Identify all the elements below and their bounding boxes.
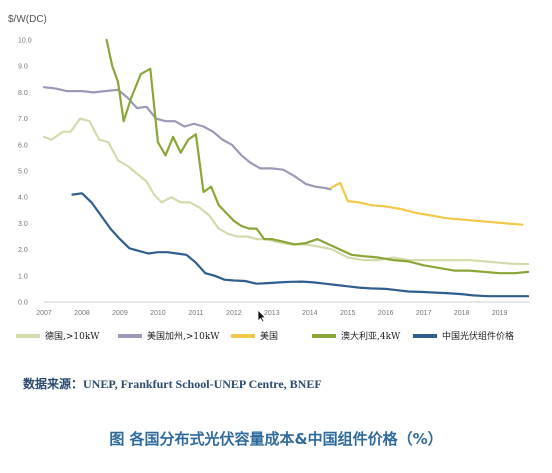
x-tick-label: 2012 — [226, 310, 242, 317]
legend-swatch — [413, 333, 437, 338]
series-line-0 — [42, 117, 530, 266]
y-tick-label: 6.0 — [18, 142, 28, 149]
x-axis-tick-labels: 2007 2008 2009 2010 2011 2012 2013 2014 2015 2016… — [36, 310, 507, 317]
legend-swatch — [118, 333, 142, 338]
chart-legend: 德国,>10kW 美国加州,>10kW 美国 澳大利亚,4kW 中国光伏组件价格 — [16, 329, 546, 345]
x-tick-label: 2007 — [36, 310, 52, 317]
y-tick-label: 9.0 — [18, 64, 28, 71]
series-line-1 — [42, 86, 332, 191]
figure-caption: 图 各国分布式光伏容量成本&中国组件价格（%） — [109, 430, 443, 448]
mouse-cursor-icon — [257, 309, 267, 323]
y-tick-label: 2.0 — [18, 247, 28, 254]
line-chart: 0.01.02.03.04.05.06.07.08.09.010.0 2007 2… — [8, 14, 530, 317]
x-tick-label: 2009 — [112, 310, 128, 317]
y-tick-label: 0.0 — [18, 300, 28, 307]
x-tick-label: 2018 — [454, 310, 470, 317]
x-tick-label: 2016 — [378, 310, 394, 317]
legend-label: 澳大利亚,4kW — [341, 332, 401, 342]
series-line-3 — [105, 38, 530, 275]
legend-swatch — [16, 333, 40, 338]
legend-item: 澳大利亚,4kW — [312, 329, 400, 342]
x-tick-label: 2010 — [150, 310, 166, 317]
y-tick-label: 4.0 — [18, 195, 28, 202]
y-tick-label: 10.0 — [18, 38, 32, 45]
legend-label: 德国,>10kW — [45, 332, 100, 342]
x-tick-label: 2013 — [264, 310, 280, 317]
y-tick-label: 5.0 — [18, 169, 28, 176]
x-tick-label: 2014 — [302, 310, 318, 317]
legend-item: 美国加州,>10kW — [118, 329, 220, 342]
legend-swatch — [231, 333, 255, 338]
y-axis-tick-labels: 0.0 1.0 2.0 3.0 4.0 5.0 6.0 7.0 8.0 9.0 10.0 — [18, 38, 32, 307]
series-line-2 — [329, 181, 524, 226]
series-line-4 — [71, 192, 530, 298]
legend-swatch — [312, 333, 336, 338]
x-tick-label: 2011 — [188, 310, 203, 317]
y-tick-label: 7.0 — [18, 116, 28, 123]
y-tick-label: 8.0 — [18, 90, 28, 97]
legend-item: 德国,>10kW — [16, 329, 100, 342]
y-tick-label: 3.0 — [18, 221, 28, 228]
legend-item: 中国光伏组件价格 — [413, 329, 514, 342]
x-tick-label: 2019 — [492, 310, 508, 317]
data-source-note: 数据来源：UNEP, Frankfurt School-UNEP Centre,… — [23, 377, 322, 391]
y-tick-label: 1.0 — [18, 273, 28, 280]
legend-label: 美国加州,>10kW — [147, 332, 220, 342]
legend-item: 美国 — [231, 329, 278, 342]
legend-label: 中国光伏组件价格 — [442, 332, 515, 342]
x-tick-label: 2017 — [416, 310, 432, 317]
x-tick-label: 2015 — [340, 310, 356, 317]
chart-series — [42, 38, 530, 298]
y-axis-label: $/W(DC) — [8, 14, 47, 25]
x-tick-label: 2008 — [74, 310, 90, 317]
legend-label: 美国 — [260, 332, 279, 342]
